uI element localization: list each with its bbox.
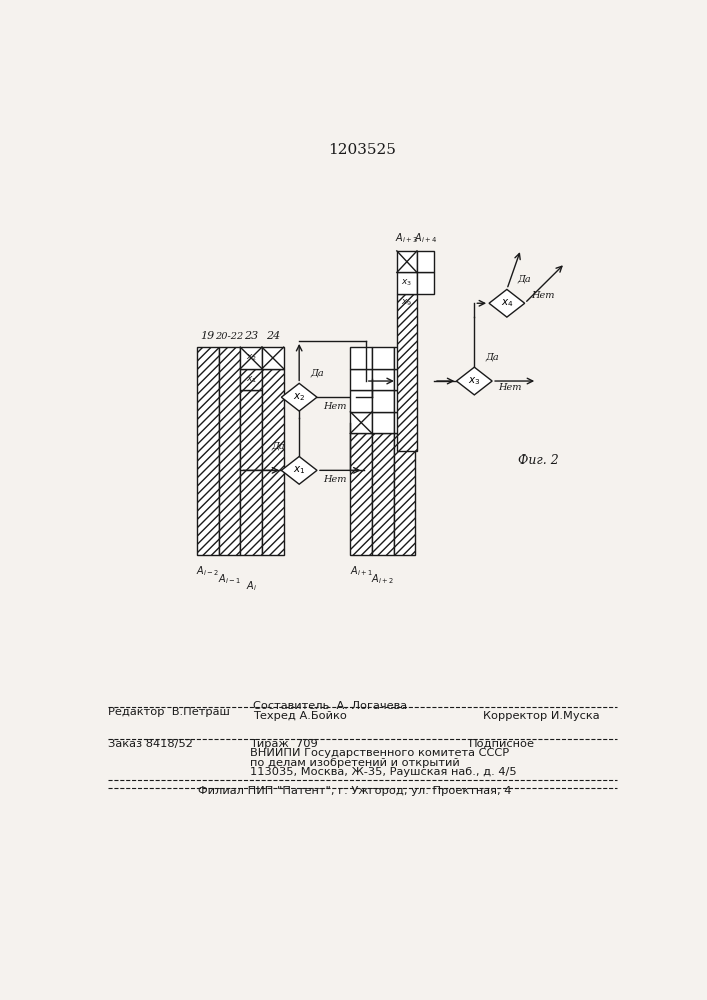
- Text: 20-22: 20-22: [216, 332, 243, 341]
- Bar: [372, 412, 394, 433]
- Text: Тираж  709: Тираж 709: [250, 739, 317, 749]
- Bar: [397, 272, 417, 294]
- Bar: [240, 390, 262, 555]
- Bar: [394, 412, 416, 433]
- Text: $x_1$: $x_1$: [245, 374, 257, 385]
- Bar: [351, 433, 372, 555]
- Text: по делам изобретений и открытий: по делам изобретений и открытий: [250, 758, 460, 768]
- Bar: [372, 369, 394, 390]
- Bar: [351, 412, 372, 433]
- Text: $A_i$: $A_i$: [245, 580, 257, 593]
- Text: Нет: Нет: [323, 475, 346, 484]
- Bar: [372, 390, 394, 412]
- Text: Да: Да: [271, 441, 285, 450]
- Text: $A_{i+2}$: $A_{i+2}$: [371, 572, 395, 586]
- Text: $x_2$: $x_2$: [245, 353, 257, 363]
- Bar: [372, 433, 394, 555]
- Bar: [351, 369, 372, 390]
- Text: $x_3$: $x_3$: [402, 278, 412, 288]
- Polygon shape: [281, 456, 317, 484]
- Text: Да: Да: [310, 368, 324, 377]
- Text: Нет: Нет: [498, 383, 522, 392]
- Text: 113035, Москва, Ж-35, Раушская наб., д. 4/5: 113035, Москва, Ж-35, Раушская наб., д. …: [250, 767, 517, 777]
- Text: Фиг. 2: Фиг. 2: [518, 454, 559, 467]
- Text: Подписное: Подписное: [469, 739, 535, 749]
- Bar: [351, 347, 372, 369]
- Text: $A_{i+1}$: $A_{i+1}$: [350, 564, 373, 578]
- Text: $A_{i-2}$: $A_{i-2}$: [197, 564, 219, 578]
- Bar: [240, 369, 262, 390]
- Polygon shape: [489, 289, 525, 317]
- Text: $A_{i-1}$: $A_{i-1}$: [218, 572, 241, 586]
- Text: Корректор И.Муска: Корректор И.Муска: [483, 711, 600, 721]
- Polygon shape: [281, 383, 317, 411]
- Text: Составитель  А. Логачева: Составитель А. Логачева: [253, 701, 407, 711]
- Bar: [262, 347, 284, 369]
- Text: Редактор  В.Петраш: Редактор В.Петраш: [107, 707, 230, 717]
- Bar: [197, 347, 218, 555]
- Text: $x_9$: $x_9$: [402, 297, 412, 308]
- Text: 23: 23: [244, 331, 258, 341]
- Text: $x_1$: $x_1$: [293, 464, 305, 476]
- Bar: [240, 347, 262, 369]
- Bar: [417, 251, 434, 272]
- Bar: [351, 390, 372, 412]
- Bar: [394, 369, 416, 390]
- Bar: [417, 272, 434, 294]
- Bar: [397, 294, 417, 451]
- Bar: [218, 347, 240, 555]
- Bar: [372, 347, 394, 369]
- Text: Нет: Нет: [323, 402, 346, 411]
- Text: 1203525: 1203525: [328, 143, 396, 157]
- Polygon shape: [457, 367, 492, 395]
- Bar: [394, 433, 416, 555]
- Text: ВНИИПИ Государственного комитета СССР: ВНИИПИ Государственного комитета СССР: [250, 748, 509, 758]
- Text: Заказ 8418/52: Заказ 8418/52: [107, 739, 192, 749]
- Text: $x_2$: $x_2$: [293, 391, 305, 403]
- Bar: [262, 369, 284, 555]
- Text: Да: Да: [518, 274, 532, 283]
- Text: Филиал ПИП "Патент", г. Ужгород, ул. Проектная, 4: Филиал ПИП "Патент", г. Ужгород, ул. Про…: [198, 786, 511, 796]
- Text: Да: Да: [485, 352, 499, 361]
- Text: 19: 19: [201, 331, 215, 341]
- Bar: [394, 390, 416, 412]
- Bar: [397, 251, 417, 272]
- Bar: [394, 347, 416, 369]
- Text: 24: 24: [266, 331, 280, 341]
- Text: $x_4$: $x_4$: [501, 297, 513, 309]
- Text: $x_3$: $x_3$: [468, 375, 481, 387]
- Text: $A_{i+3}$: $A_{i+3}$: [395, 231, 419, 245]
- Text: $A_{i+4}$: $A_{i+4}$: [414, 231, 437, 245]
- Text: Техред А.Бойко: Техред А.Бойко: [253, 711, 346, 721]
- Text: Нет: Нет: [531, 291, 554, 300]
